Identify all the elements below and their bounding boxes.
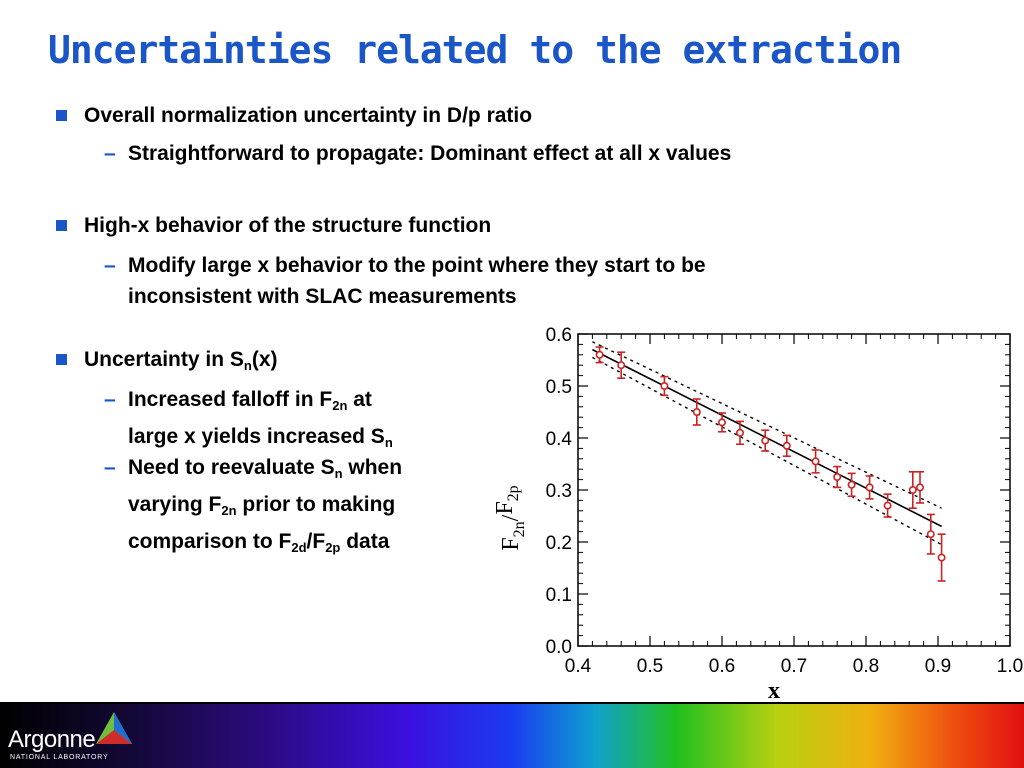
data-point xyxy=(915,471,924,504)
x-tick-label: 0.5 xyxy=(637,656,663,677)
point-marker xyxy=(883,501,892,510)
plot-border xyxy=(577,333,1011,647)
data-point xyxy=(865,475,874,500)
y-tick-label: 0.3 xyxy=(546,481,572,502)
square-bullet-icon xyxy=(56,220,67,231)
sub-bullet-text: Need to reevaluate Sn when varying F2n p… xyxy=(128,456,403,555)
data-point xyxy=(617,351,626,380)
data-point xyxy=(847,472,856,498)
sub-bullet-text: Increased falloff in F2n at large x yiel… xyxy=(128,388,393,450)
dash-bullet-icon: – xyxy=(104,254,116,277)
y-tick-label: 0.5 xyxy=(546,377,572,398)
y-tick-label: 0.1 xyxy=(546,585,572,606)
x-tick-label: 0.9 xyxy=(925,656,951,677)
upper-band-line xyxy=(592,341,942,509)
bullet-text: Uncertainty in Sn(x) xyxy=(84,348,278,373)
point-marker xyxy=(617,361,626,370)
point-marker xyxy=(908,486,917,495)
y-axis-label: F2n/F2p xyxy=(492,485,528,550)
data-point xyxy=(736,420,745,446)
f2n-f2p-chart: 0.4 0.5 0.6 0.7 0.8 0.9 1.0 0.0 0.1 0.2 0.3 0.4 0.5 0… xyxy=(492,325,1024,700)
point-marker xyxy=(865,483,874,492)
point-marker xyxy=(833,473,842,482)
slide-title: Uncertainties related to the extraction xyxy=(48,28,902,72)
y-axis-label-part: / xyxy=(498,514,524,521)
data-point xyxy=(595,346,604,364)
data-point xyxy=(908,471,917,509)
point-marker xyxy=(915,483,924,492)
square-bullet-icon xyxy=(56,110,67,121)
y-axis-label-subscript: 2n xyxy=(511,521,528,537)
y-tick-label: 0.2 xyxy=(546,533,572,554)
data-point xyxy=(833,465,842,489)
point-marker xyxy=(782,441,791,450)
data-point xyxy=(782,434,791,457)
x-tick-label: 0.8 xyxy=(853,656,879,677)
point-marker xyxy=(811,457,820,466)
footer-bar: Argonne NATIONAL LABORATORY xyxy=(0,702,1024,768)
sub-bullet-text: Modify large x behavior to the point whe… xyxy=(128,254,706,308)
data-point xyxy=(937,533,946,582)
point-marker xyxy=(847,480,856,489)
footer-divider xyxy=(0,702,1024,704)
axis-ticks: 0.4 0.5 0.6 0.7 0.8 0.9 1.0 0.0 0.1 0.2 0.3 0.4 0.5 0… xyxy=(546,325,1024,677)
x-tick-label: 1.0 xyxy=(997,656,1023,677)
y-tick-label: 0.6 xyxy=(546,325,572,346)
x-tick-label: 0.4 xyxy=(565,656,592,677)
square-bullet-icon xyxy=(56,354,67,365)
point-marker xyxy=(595,350,604,359)
y-axis-label-part: F xyxy=(498,537,524,550)
y-axis-label-part: F xyxy=(492,501,518,514)
y-axis-label-subscript: 2p xyxy=(505,485,522,501)
y-tick-label: 0.4 xyxy=(546,429,573,450)
data-point xyxy=(718,412,727,433)
x-tick-label: 0.7 xyxy=(781,656,807,677)
bullet-text: Overall normalization uncertainty in D/p… xyxy=(84,104,533,127)
point-marker xyxy=(761,436,770,445)
point-marker xyxy=(660,381,669,390)
argonne-logo-icon xyxy=(96,712,132,744)
dash-bullet-icon: – xyxy=(104,456,116,479)
point-marker xyxy=(692,408,701,417)
point-marker xyxy=(926,530,935,539)
data-points xyxy=(595,346,946,582)
dash-bullet-icon: – xyxy=(104,388,116,411)
plot-frame xyxy=(577,333,1011,647)
dash-bullet-icon: – xyxy=(104,142,116,165)
bullet-text: High-x behavior of the structure functio… xyxy=(84,214,492,237)
point-marker xyxy=(718,418,727,427)
data-point xyxy=(926,513,935,555)
data-point xyxy=(811,449,820,474)
x-tick-label: 0.6 xyxy=(709,656,735,677)
y-tick-label: 0.0 xyxy=(546,637,572,658)
argonne-logo-subtext: NATIONAL LABORATORY xyxy=(10,754,109,761)
data-point xyxy=(692,398,701,426)
data-point xyxy=(660,375,669,397)
point-marker xyxy=(736,428,745,437)
data-point xyxy=(761,429,770,452)
argonne-logo-text: Argonne xyxy=(8,726,96,753)
x-axis-label: x xyxy=(768,678,780,700)
point-marker xyxy=(937,553,946,562)
data-point xyxy=(883,493,892,518)
sub-bullet-text: Straightforward to propagate: Dominant e… xyxy=(128,142,732,165)
